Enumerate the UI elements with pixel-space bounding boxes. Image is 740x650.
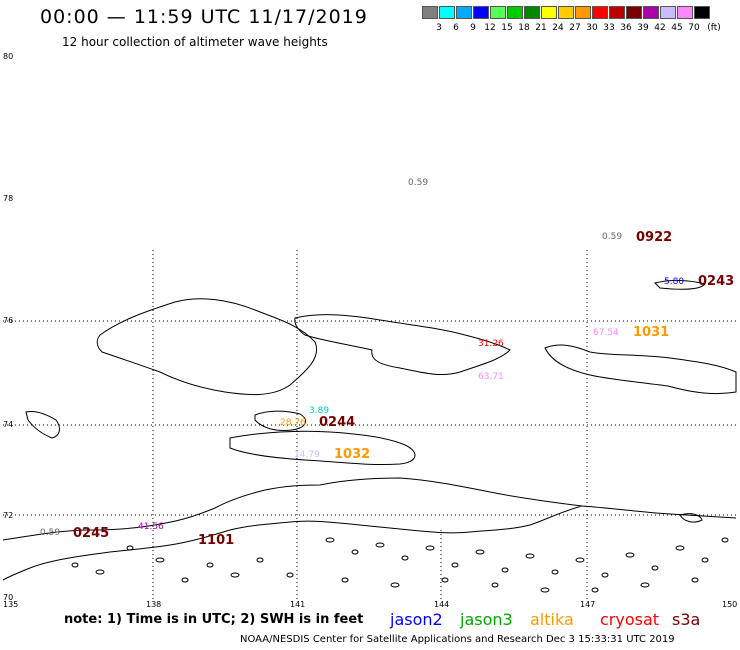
scale-swatch bbox=[541, 6, 557, 19]
island-new-siberia-east bbox=[544, 344, 737, 395]
scale-label: 18 bbox=[518, 23, 530, 33]
legend-satellite: jason3 bbox=[460, 610, 513, 629]
scale-label: 24 bbox=[552, 23, 564, 33]
small-island-1 bbox=[679, 513, 703, 523]
pass-time: 0245 bbox=[73, 526, 110, 541]
page-subtitle: 12 hour collection of altimeter wave hei… bbox=[62, 35, 328, 49]
lat-label: 70 bbox=[3, 593, 14, 602]
lat-label: 74 bbox=[3, 420, 14, 429]
lon-label: 147 bbox=[580, 600, 596, 609]
page-title: 00:00 — 11:59 UTC 11/17/2019 bbox=[40, 6, 368, 28]
swh-value: 63.71 bbox=[478, 372, 504, 382]
map-frame bbox=[2, 54, 737, 601]
scale-swatch bbox=[558, 6, 574, 19]
swh-value: 3.89 bbox=[309, 406, 330, 416]
swh-value: 0.59 bbox=[408, 178, 429, 188]
small-island-ne bbox=[654, 280, 706, 290]
scale-label: 33 bbox=[603, 23, 615, 33]
scale-swatch bbox=[609, 6, 625, 19]
lon-label: 150 bbox=[722, 600, 738, 609]
scale-swatch bbox=[694, 6, 710, 19]
legend-satellite: cryosat bbox=[600, 610, 660, 629]
lat-label: 78 bbox=[3, 194, 14, 203]
scale-swatch bbox=[473, 6, 489, 19]
legend-satellite: s3a bbox=[672, 610, 701, 629]
island-kotelny bbox=[96, 298, 318, 396]
pass-time: 1031 bbox=[633, 325, 670, 340]
pass-time: 0922 bbox=[636, 230, 673, 245]
legend-satellite: altika bbox=[530, 610, 574, 629]
scale-label: 70 bbox=[688, 23, 700, 33]
legend-satellite: jason2 bbox=[390, 610, 443, 629]
lon-label: 138 bbox=[146, 600, 162, 609]
scale-swatch bbox=[524, 6, 540, 19]
scale-label: 6 bbox=[453, 23, 459, 33]
scale-swatch bbox=[626, 6, 642, 19]
scale-swatch bbox=[660, 6, 676, 19]
island-lyakhovsky-1 bbox=[254, 410, 307, 431]
swh-value: 0.59 bbox=[602, 232, 623, 242]
scale-label: 3 bbox=[436, 23, 442, 33]
scale-swatch bbox=[677, 6, 693, 19]
scale-swatch bbox=[592, 6, 608, 19]
pass-time: 1101 bbox=[198, 533, 235, 548]
lon-label: 141 bbox=[290, 600, 306, 609]
swh-value: 41.56 bbox=[138, 522, 164, 532]
mainland-coast bbox=[2, 477, 583, 581]
swh-value: 31.26 bbox=[478, 339, 504, 349]
lat-label: 80 bbox=[3, 52, 14, 61]
scale-swatch bbox=[643, 6, 659, 19]
lat-label: 76 bbox=[3, 316, 14, 325]
scale-swatch bbox=[456, 6, 472, 19]
swh-value: 67.54 bbox=[593, 328, 619, 338]
island-stolbovoy bbox=[25, 411, 60, 439]
scale-label: 12 bbox=[484, 23, 496, 33]
scale-label: 15 bbox=[501, 23, 513, 33]
coastlines bbox=[2, 280, 737, 581]
scale-label: 36 bbox=[620, 23, 632, 33]
lat-label: 72 bbox=[3, 511, 14, 520]
pass-time: 0243 bbox=[698, 274, 735, 289]
graticule bbox=[3, 250, 736, 600]
scale-label: 39 bbox=[637, 23, 649, 33]
footer-credit: NOAA/NESDIS Center for Satellite Applica… bbox=[240, 634, 675, 645]
lon-label: 144 bbox=[434, 600, 450, 609]
scale-label: 42 bbox=[654, 23, 666, 33]
swh-value: 0.59 bbox=[40, 528, 61, 538]
units-note: note: 1) Time is in UTC; 2) SWH is in fe… bbox=[64, 612, 364, 627]
scale-label: 27 bbox=[569, 23, 581, 33]
pass-time: 0244 bbox=[319, 415, 356, 430]
scale-swatch bbox=[490, 6, 506, 19]
coast-east bbox=[581, 505, 737, 519]
scale-swatch bbox=[575, 6, 591, 19]
scale-label: 9 bbox=[470, 23, 476, 33]
lakes bbox=[71, 537, 729, 593]
swh-value: 14.79 bbox=[294, 450, 320, 460]
swh-value: 5.80 bbox=[664, 277, 685, 287]
island-lyakhovsky-2 bbox=[229, 430, 416, 466]
island-bunge-land bbox=[294, 314, 511, 375]
scale-label: 30 bbox=[586, 23, 598, 33]
scale-swatch bbox=[507, 6, 523, 19]
pass-time: 1032 bbox=[334, 447, 371, 462]
lon-label: 135 bbox=[3, 600, 19, 609]
scale-label: 45 bbox=[671, 23, 683, 33]
swh-value: 28.76 bbox=[280, 418, 306, 428]
scale-swatch bbox=[439, 6, 455, 19]
scale-swatch bbox=[422, 6, 438, 19]
scale-label: 21 bbox=[535, 23, 547, 33]
scale-unit: (ft) bbox=[707, 23, 721, 33]
